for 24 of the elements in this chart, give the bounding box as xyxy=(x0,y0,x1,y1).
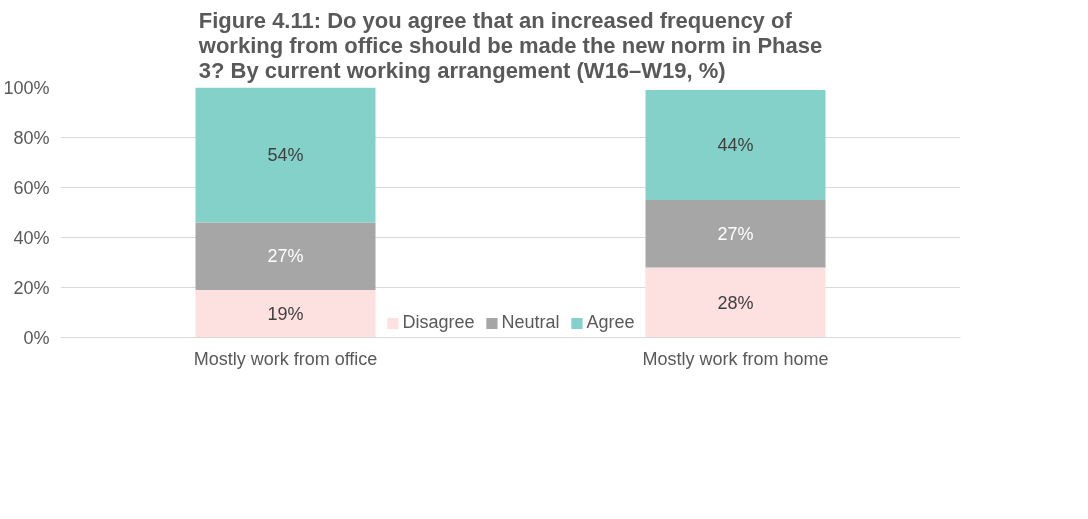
y-tick-label: 60% xyxy=(13,177,50,198)
bar xyxy=(195,290,376,338)
data-label: 28% xyxy=(717,292,754,313)
bar xyxy=(195,222,376,290)
bar xyxy=(195,87,376,223)
bar xyxy=(645,200,826,268)
y-tick-label: 100% xyxy=(3,77,50,98)
bar xyxy=(645,90,826,200)
legend-label: Disagree xyxy=(402,312,475,333)
y-tick-label: 40% xyxy=(13,227,50,248)
data-label: 27% xyxy=(267,246,304,267)
data-label: 54% xyxy=(267,145,304,165)
legend-label: Neutral xyxy=(501,312,560,333)
chart-title: Figure 4.11: Do you agree that an increased frequency of working from office should be made the new norm in Phase 3? By current working arrangement (W16–W19, %) xyxy=(197,7,823,83)
y-tick-label: 80% xyxy=(13,127,50,148)
x-tick-label: Mostly work from office xyxy=(193,348,378,369)
data-label: 27% xyxy=(717,223,754,244)
data-label: 19% xyxy=(267,303,304,324)
bar xyxy=(645,267,826,338)
y-tick-label: 20% xyxy=(13,277,50,298)
data-label: 44% xyxy=(717,135,754,155)
x-tick-label: Mostly work from home xyxy=(642,348,829,369)
y-tick-label: 0% xyxy=(23,327,50,348)
legend-label: Agree xyxy=(586,312,635,333)
